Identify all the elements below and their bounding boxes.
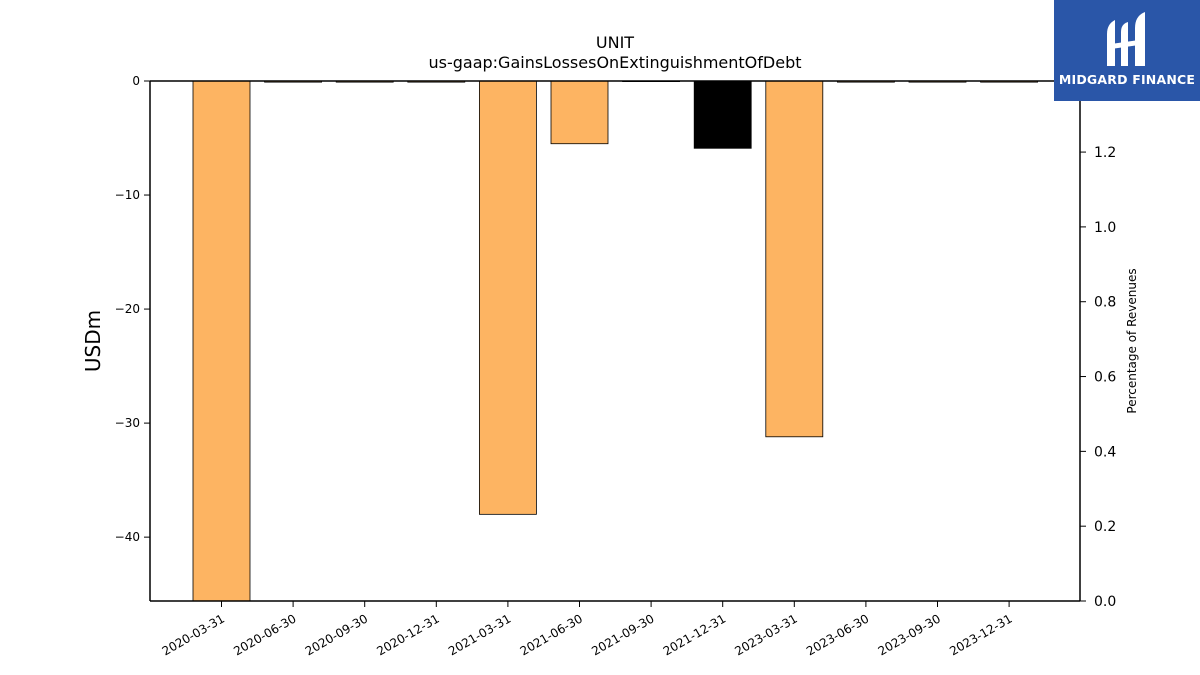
y-right-tick-label: 0.8 bbox=[1094, 295, 1116, 311]
y-tick-label: 0 bbox=[132, 74, 140, 88]
bar-2020-03-31 bbox=[192, 80, 251, 602]
y-right-tick-label: 0.0 bbox=[1094, 594, 1116, 610]
bar-2021-12-31 bbox=[693, 80, 752, 149]
y-right-tick-label: 0.2 bbox=[1094, 519, 1116, 535]
chart-subtitle: us-gaap:GainsLossesOnExtinguishmentOfDeb… bbox=[428, 53, 801, 72]
y-right-tick-label: 1.2 bbox=[1094, 145, 1116, 161]
x-tick-label: 2023-09-30 bbox=[876, 611, 943, 658]
y-tick-label: −10 bbox=[115, 188, 140, 202]
x-tick-label: 2020-06-30 bbox=[231, 611, 298, 658]
y-axis-right-label: Percentage of Revenues bbox=[1125, 268, 1139, 413]
y-right-tick-label: 1.0 bbox=[1094, 220, 1116, 236]
x-tick-label: 2023-03-31 bbox=[732, 611, 799, 658]
y-tick-label: −40 bbox=[115, 530, 140, 544]
x-tick-label: 2020-03-31 bbox=[160, 611, 227, 658]
x-tick-label: 2021-06-30 bbox=[518, 611, 585, 658]
y-right-tick-label: 0.4 bbox=[1094, 444, 1116, 460]
x-tick-label: 2023-06-30 bbox=[804, 611, 871, 658]
bar-2021-06-30 bbox=[550, 80, 609, 145]
x-tick-label: 2021-03-31 bbox=[446, 611, 513, 658]
brand-name: MIDGARD FINANCE bbox=[1058, 72, 1196, 87]
bar-2023-03-31 bbox=[765, 80, 824, 438]
midgard-m-icon bbox=[1107, 12, 1145, 66]
x-tick-label: 2020-12-31 bbox=[374, 611, 441, 658]
bar-2021-03-31 bbox=[478, 80, 537, 515]
brand-logo: MIDGARD FINANCE bbox=[1054, 0, 1200, 101]
chart-title: UNIT bbox=[596, 33, 634, 52]
x-tick-label: 2021-09-30 bbox=[589, 611, 656, 658]
y-axis-label: USDm bbox=[81, 310, 105, 372]
y-right-tick-label: 0.6 bbox=[1094, 370, 1116, 386]
x-tick-label: 2020-09-30 bbox=[303, 611, 370, 658]
y-tick-label: −20 bbox=[115, 302, 140, 316]
x-tick-label: 2023-12-31 bbox=[947, 611, 1014, 658]
x-tick-label: 2021-12-31 bbox=[661, 611, 728, 658]
y-tick-label: −30 bbox=[115, 416, 140, 430]
